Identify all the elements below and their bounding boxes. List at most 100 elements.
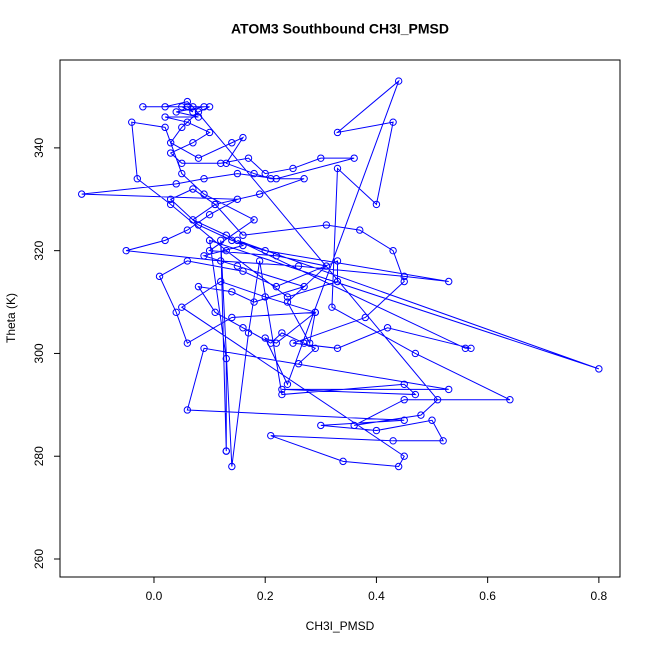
data-point xyxy=(183,339,192,347)
data-point xyxy=(166,149,175,157)
data-point xyxy=(183,118,192,126)
data-point xyxy=(161,113,169,121)
data-point xyxy=(311,308,319,317)
data-point xyxy=(200,190,208,198)
data-point xyxy=(211,308,219,317)
x-tick-label: 0.6 xyxy=(479,589,496,603)
data-point xyxy=(205,236,214,245)
data-point xyxy=(261,169,269,178)
data-point xyxy=(278,390,286,399)
data-point xyxy=(77,190,86,198)
data-point xyxy=(244,329,253,337)
data-point xyxy=(217,159,225,167)
data-point xyxy=(122,246,130,255)
data-point xyxy=(272,252,281,260)
data-point xyxy=(189,216,197,224)
data-point xyxy=(267,175,275,183)
data-point xyxy=(461,344,470,353)
data-point xyxy=(178,159,186,167)
data-point xyxy=(394,77,403,85)
data-point xyxy=(200,103,208,111)
data-point xyxy=(239,231,247,239)
data-point xyxy=(189,108,197,116)
data-point xyxy=(278,329,286,337)
data-point xyxy=(250,216,258,224)
data-point xyxy=(161,103,169,111)
data-point xyxy=(255,257,264,265)
y-tick-label: 320 xyxy=(32,240,46,260)
data-point xyxy=(350,154,358,162)
data-point xyxy=(166,200,175,209)
data-point xyxy=(172,308,180,317)
data-point xyxy=(283,380,292,388)
data-point xyxy=(250,298,258,306)
data-point xyxy=(400,277,408,286)
data-point xyxy=(439,437,447,445)
data-point xyxy=(372,200,381,209)
data-point xyxy=(255,190,264,198)
x-tick-label: 0.4 xyxy=(368,589,385,603)
data-point xyxy=(333,128,342,137)
data-point xyxy=(166,195,175,203)
data-point xyxy=(261,246,269,255)
data-point xyxy=(228,462,236,471)
data-point xyxy=(445,277,453,286)
data-point xyxy=(389,246,397,255)
data-point xyxy=(411,349,420,358)
data-point xyxy=(389,437,397,445)
data-point xyxy=(289,164,297,173)
data-point xyxy=(205,103,214,111)
data-point xyxy=(155,272,164,281)
data-point xyxy=(339,457,347,466)
data-point xyxy=(250,169,258,178)
data-point xyxy=(361,313,370,322)
plot-frame xyxy=(59,59,621,578)
data-point xyxy=(189,103,197,111)
data-point xyxy=(300,175,308,183)
data-point xyxy=(200,252,208,260)
data-point xyxy=(205,210,214,219)
data-point xyxy=(178,103,186,111)
data-point xyxy=(595,365,603,373)
data-point xyxy=(161,236,169,245)
data-point xyxy=(317,154,325,162)
data-point xyxy=(283,293,292,301)
y-tick-label: 300 xyxy=(32,343,46,363)
data-point xyxy=(211,200,219,209)
data-point xyxy=(294,262,303,270)
data-point xyxy=(194,282,203,291)
data-point xyxy=(333,164,342,173)
data-point xyxy=(217,257,225,265)
data-point xyxy=(239,241,247,250)
data-point xyxy=(172,180,180,188)
data-point xyxy=(228,313,236,322)
data-point xyxy=(400,416,408,424)
x-tick-label: 0.8 xyxy=(591,589,608,603)
data-point xyxy=(506,395,514,404)
data-point xyxy=(200,344,208,353)
data-point xyxy=(228,288,236,296)
data-point xyxy=(278,385,286,394)
y-tick-label: 340 xyxy=(32,138,46,158)
data-point xyxy=(317,421,325,430)
data-point xyxy=(222,246,230,255)
data-point xyxy=(239,133,247,142)
data-point xyxy=(161,123,169,132)
data-point xyxy=(194,221,203,229)
x-axis-label: CH3I_PMSD xyxy=(306,619,375,633)
data-point xyxy=(400,452,408,460)
data-point xyxy=(272,175,281,183)
data-point xyxy=(433,395,442,404)
data-point xyxy=(189,139,197,147)
data-point xyxy=(394,462,403,471)
data-point xyxy=(311,344,319,353)
y-axis-label: Theta (K) xyxy=(4,293,18,343)
x-tick-label: 0.0 xyxy=(146,589,163,603)
data-point xyxy=(372,426,381,435)
data-point xyxy=(350,421,358,430)
data-point xyxy=(400,272,408,281)
y-tick-label: 280 xyxy=(32,446,46,466)
data-point xyxy=(233,236,242,245)
data-point xyxy=(183,406,192,414)
